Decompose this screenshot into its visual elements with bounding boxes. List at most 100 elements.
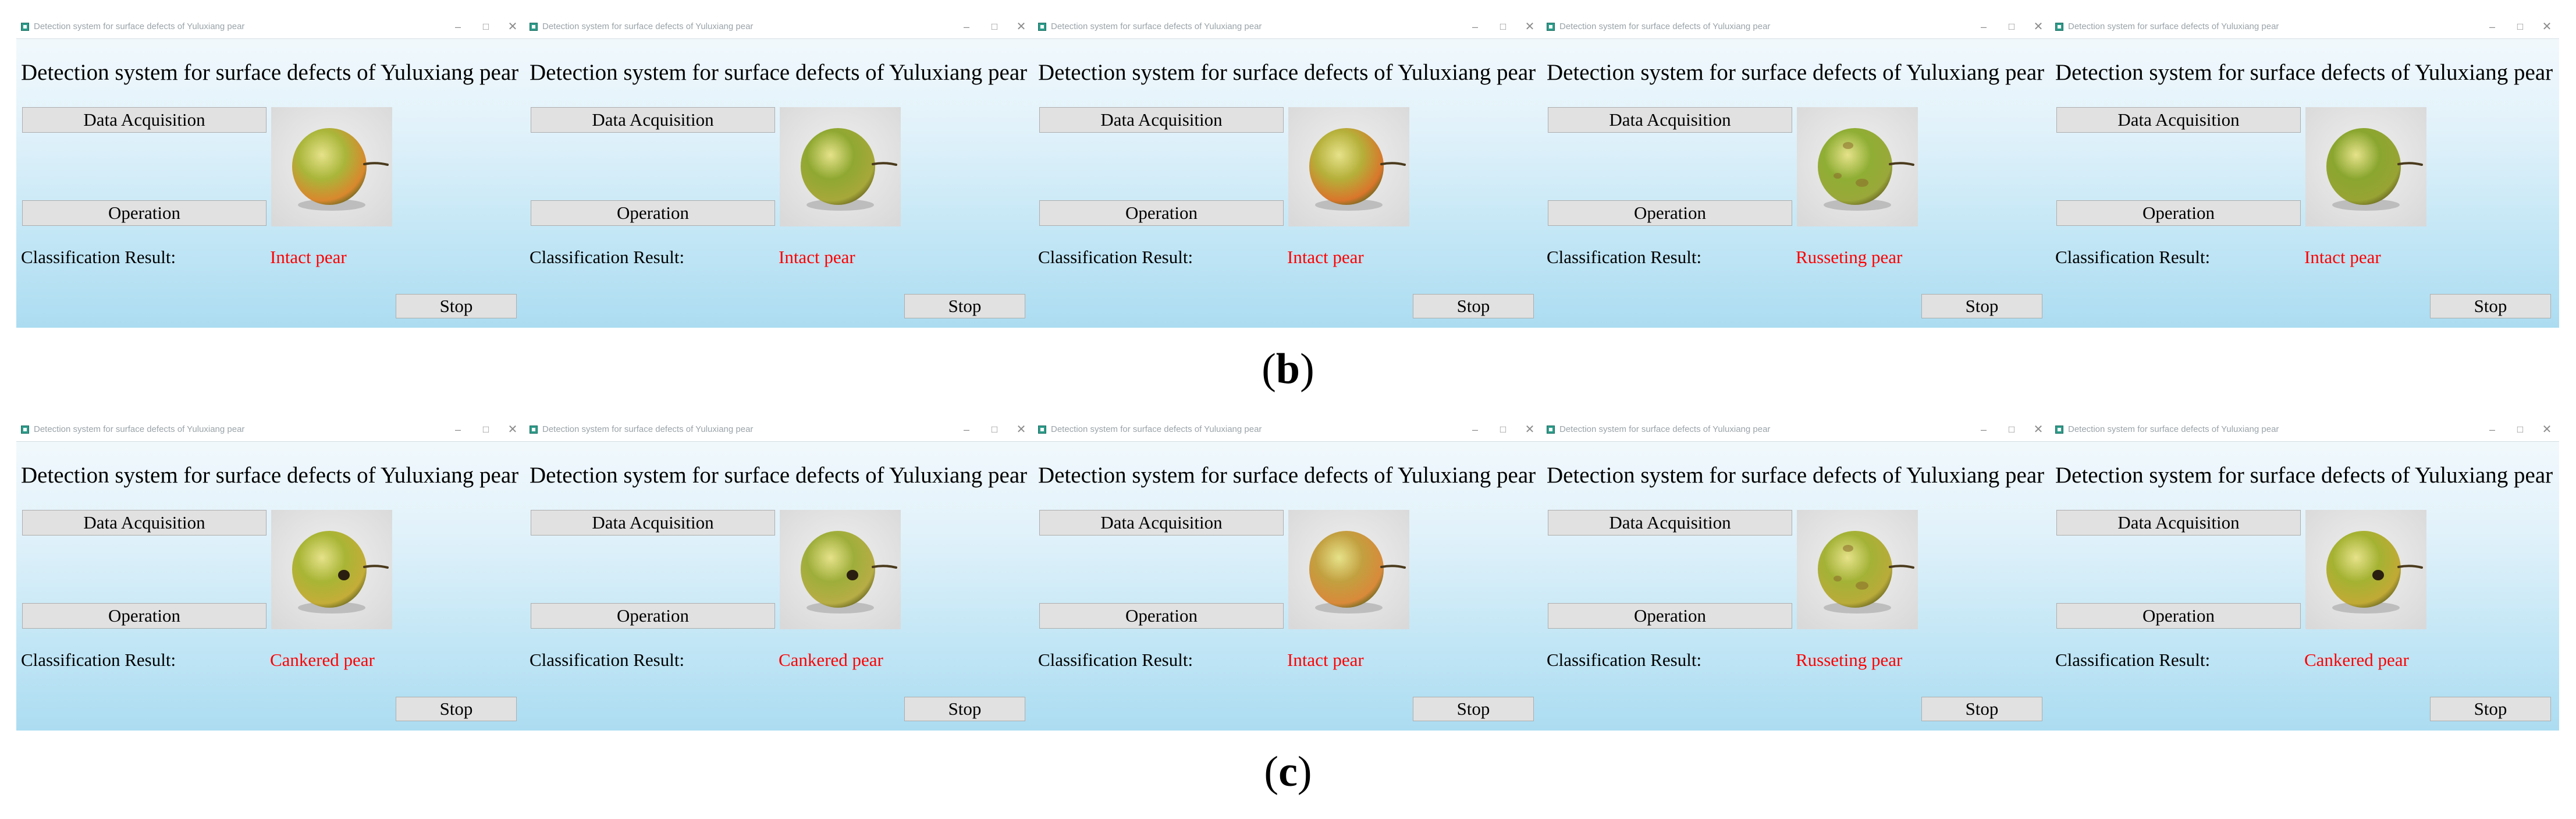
data-acquisition-button[interactable]: Data Acquisition — [22, 107, 267, 133]
pear-shadow — [1315, 199, 1383, 211]
operation-button[interactable]: Operation — [22, 200, 267, 226]
data-acquisition-button[interactable]: Data Acquisition — [531, 107, 775, 133]
data-acquisition-button[interactable]: Data Acquisition — [531, 510, 775, 536]
app-icon — [1038, 23, 1046, 31]
pear-shadow — [1824, 602, 1891, 614]
close-icon[interactable]: ✕ — [507, 20, 518, 33]
minimize-icon[interactable]: – — [1472, 21, 1478, 33]
operation-button[interactable]: Operation — [2056, 200, 2301, 226]
maximize-icon[interactable]: □ — [2008, 21, 2015, 32]
operation-button[interactable]: Operation — [1548, 200, 1792, 226]
pear-photo — [780, 107, 901, 226]
app-icon — [530, 23, 538, 31]
maximize-icon[interactable]: □ — [2008, 424, 2015, 435]
maximize-icon[interactable]: □ — [2517, 424, 2524, 435]
stop-button[interactable]: Stop — [904, 697, 1025, 721]
app-window: Detection system for surface defects of … — [1542, 16, 2051, 328]
close-icon[interactable]: ✕ — [1525, 423, 1535, 436]
classification-result-value: Russeting pear — [1796, 247, 1903, 267]
classification-result-value: Russeting pear — [1796, 650, 1903, 670]
pear-stem — [1380, 565, 1406, 569]
close-icon[interactable]: ✕ — [2033, 20, 2044, 33]
operation-button[interactable]: Operation — [2056, 603, 2301, 629]
app-window: Detection system for surface defects of … — [525, 419, 1033, 731]
minimize-icon[interactable]: – — [1980, 424, 1987, 435]
app-heading: Detection system for surface defects of … — [21, 463, 519, 488]
title-bar: Detection system for surface defects of … — [1033, 16, 1542, 39]
window-title: Detection system for surface defects of … — [2068, 424, 2279, 434]
data-acquisition-button[interactable]: Data Acquisition — [1548, 107, 1792, 133]
operation-button[interactable]: Operation — [1039, 200, 1284, 226]
minimize-icon[interactable]: – — [454, 21, 461, 33]
caption-letter: c — [1278, 748, 1298, 796]
maximize-icon[interactable]: □ — [1500, 424, 1506, 435]
russet-patch — [1834, 173, 1842, 179]
pear-stem — [2397, 162, 2423, 166]
canker-spot — [338, 570, 350, 580]
operation-button[interactable]: Operation — [1548, 603, 1792, 629]
close-icon[interactable]: ✕ — [2542, 20, 2552, 33]
pear-body — [1309, 531, 1384, 608]
close-icon[interactable]: ✕ — [1016, 423, 1026, 436]
data-acquisition-button[interactable]: Data Acquisition — [2056, 510, 2301, 536]
window-title: Detection system for surface defects of … — [542, 424, 754, 434]
operation-button[interactable]: Operation — [531, 603, 775, 629]
maximize-icon[interactable]: □ — [482, 21, 489, 32]
window-title: Detection system for surface defects of … — [1051, 22, 1262, 31]
data-acquisition-button[interactable]: Data Acquisition — [22, 510, 267, 536]
maximize-icon[interactable]: □ — [482, 424, 489, 435]
stop-button[interactable]: Stop — [2430, 697, 2551, 721]
pear-body — [1309, 128, 1384, 205]
maximize-icon[interactable]: □ — [2517, 21, 2524, 32]
maximize-icon[interactable]: □ — [991, 424, 998, 435]
minimize-icon[interactable]: – — [963, 21, 969, 33]
minimize-icon[interactable]: – — [1980, 21, 1987, 33]
close-icon[interactable]: ✕ — [507, 423, 518, 436]
operation-button[interactable]: Operation — [531, 200, 775, 226]
app-window: Detection system for surface defects of … — [16, 16, 525, 328]
stop-button[interactable]: Stop — [904, 294, 1025, 318]
stop-button[interactable]: Stop — [1413, 697, 1534, 721]
minimize-icon[interactable]: – — [454, 424, 461, 435]
classification-result-value: Cankered pear — [2304, 650, 2409, 670]
data-acquisition-button[interactable]: Data Acquisition — [1548, 510, 1792, 536]
classification-result-label: Classification Result: — [2055, 650, 2211, 670]
app-icon — [21, 426, 29, 434]
close-icon[interactable]: ✕ — [1016, 20, 1026, 33]
stop-button[interactable]: Stop — [2430, 294, 2551, 318]
operation-button[interactable]: Operation — [1039, 603, 1284, 629]
pear-shadow — [806, 602, 874, 614]
russet-patch — [1856, 582, 1868, 590]
russet-patch — [1834, 576, 1842, 582]
stop-button[interactable]: Stop — [396, 697, 517, 721]
caption-b: (b) — [1262, 345, 1314, 393]
operation-button[interactable]: Operation — [22, 603, 267, 629]
data-acquisition-button[interactable]: Data Acquisition — [1039, 107, 1284, 133]
minimize-icon[interactable]: – — [2489, 424, 2495, 435]
stop-button[interactable]: Stop — [1921, 294, 2042, 318]
data-acquisition-button[interactable]: Data Acquisition — [2056, 107, 2301, 133]
classification-result-value: Intact pear — [1287, 650, 1364, 670]
close-icon[interactable]: ✕ — [1525, 20, 1535, 33]
title-bar: Detection system for surface defects of … — [2051, 419, 2559, 442]
app-heading: Detection system for surface defects of … — [2055, 60, 2553, 85]
pear-image — [780, 510, 901, 629]
minimize-icon[interactable]: – — [963, 424, 969, 435]
stop-button[interactable]: Stop — [396, 294, 517, 318]
stop-button[interactable]: Stop — [1921, 697, 2042, 721]
minimize-icon[interactable]: – — [1472, 424, 1478, 435]
pear-photo — [2305, 107, 2426, 226]
stop-button[interactable]: Stop — [1413, 294, 1534, 318]
title-bar: Detection system for surface defects of … — [16, 419, 525, 442]
pear-photo — [780, 510, 901, 629]
close-icon[interactable]: ✕ — [2033, 423, 2044, 436]
classification-result-value: Intact pear — [2304, 247, 2381, 267]
window-title: Detection system for surface defects of … — [542, 22, 754, 31]
close-icon[interactable]: ✕ — [2542, 423, 2552, 436]
pear-stem — [2397, 565, 2423, 569]
minimize-icon[interactable]: – — [2489, 21, 2495, 33]
maximize-icon[interactable]: □ — [991, 21, 998, 32]
title-bar: Detection system for surface defects of … — [525, 16, 1033, 39]
maximize-icon[interactable]: □ — [1500, 21, 1506, 32]
data-acquisition-button[interactable]: Data Acquisition — [1039, 510, 1284, 536]
